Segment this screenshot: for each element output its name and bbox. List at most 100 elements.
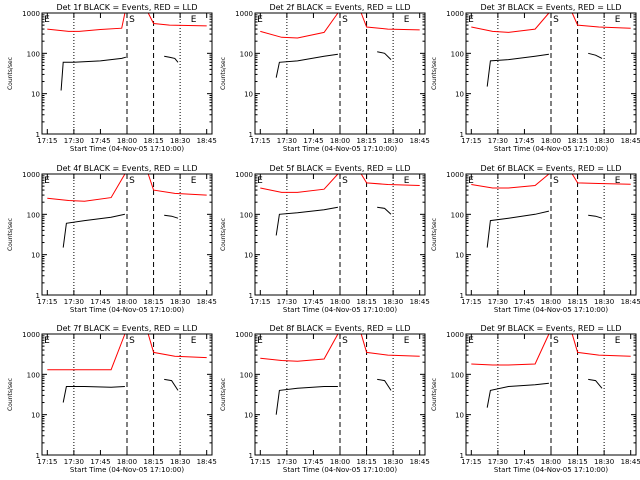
x-axis-label: Start Time (04-Nov-05 17:10:00) <box>283 306 397 314</box>
x-tick-label: 18:15 <box>356 137 376 145</box>
x-tick-label: 18:00 <box>330 458 350 466</box>
y-tick-label: 1000 <box>22 171 40 179</box>
lld-series-line <box>260 173 339 193</box>
marker-label: S <box>553 15 559 25</box>
panel-5: Det 5f BLACK = Events, RED = LLD Counts/s… <box>220 164 430 314</box>
y-tick-label: 1000 <box>446 171 464 179</box>
y-tick-label: 1 <box>460 292 464 300</box>
events-series-line <box>164 378 179 391</box>
x-tick-label: 17:45 <box>90 298 110 306</box>
marker-label: E <box>468 176 474 186</box>
x-tick-label: 18:15 <box>143 137 163 145</box>
x-tick-label: 18:00 <box>330 298 350 306</box>
marker-label: E <box>257 336 263 346</box>
y-tick-label: 1000 <box>446 331 464 339</box>
y-tick-label: 1000 <box>22 331 40 339</box>
y-tick-label: 1 <box>36 131 40 139</box>
panel-title: Det 3f BLACK = Events, RED = LLD <box>480 3 621 12</box>
x-tick-label: 18:15 <box>143 458 163 466</box>
y-axis-label: Counts/sec <box>220 218 227 251</box>
marker-label: E <box>44 15 50 25</box>
x-tick-label: 17:15 <box>250 298 270 306</box>
x-tick-label: 18:15 <box>143 298 163 306</box>
lld-series-line <box>260 12 339 39</box>
marker-label: E <box>404 15 410 25</box>
y-tick-label: 1000 <box>235 10 253 18</box>
lld-series-line <box>571 173 631 185</box>
x-tick-label: 18:30 <box>170 458 190 466</box>
x-tick-label: 17:45 <box>90 137 110 145</box>
marker-label: S <box>342 336 348 346</box>
x-tick-label: 18:30 <box>594 137 614 145</box>
marker-label: E <box>615 336 621 346</box>
panel-title: Det 8f BLACK = Events, RED = LLD <box>269 324 410 333</box>
marker-label: S <box>342 176 348 186</box>
panel-title: Det 6f BLACK = Events, RED = LLD <box>480 164 621 173</box>
x-tick-label: 17:45 <box>514 137 534 145</box>
events-series-line <box>588 378 603 389</box>
y-tick-label: 100 <box>451 211 464 219</box>
x-tick-label: 17:45 <box>303 298 323 306</box>
events-series-line <box>588 214 603 219</box>
x-tick-label: 18:00 <box>541 298 561 306</box>
panel-title: Det 2f BLACK = Events, RED = LLD <box>269 3 410 12</box>
panel-title: Det 9f BLACK = Events, RED = LLD <box>480 324 621 333</box>
lld-series-line <box>571 12 631 29</box>
x-tick-label: 18:30 <box>170 298 190 306</box>
x-tick-label: 17:30 <box>64 137 84 145</box>
y-tick-label: 1000 <box>22 10 40 18</box>
x-axis-label: Start Time (04-Nov-05 17:10:00) <box>70 145 184 153</box>
y-tick-label: 1000 <box>235 171 253 179</box>
events-series-line <box>486 53 549 87</box>
y-tick-label: 10 <box>244 252 253 260</box>
marker-label: E <box>468 15 474 25</box>
y-tick-label: 1 <box>460 452 464 460</box>
y-axis-label: Counts/sec <box>7 218 14 251</box>
y-tick-label: 10 <box>31 91 40 99</box>
x-tick-label: 18:00 <box>117 137 137 145</box>
y-tick-label: 10 <box>31 412 40 420</box>
y-axis-label: Counts/sec <box>7 57 14 90</box>
panel-title: Det 7f BLACK = Events, RED = LLD <box>56 324 197 333</box>
x-axis-label: Start Time (04-Nov-05 17:10:00) <box>70 306 184 314</box>
marker-label: S <box>553 336 559 346</box>
x-tick-label: 17:45 <box>303 137 323 145</box>
lld-series-line <box>260 333 339 362</box>
x-tick-label: 18:15 <box>356 458 376 466</box>
x-tick-label: 18:45 <box>410 458 430 466</box>
marker-label: E <box>191 176 197 186</box>
events-series-line <box>588 52 603 59</box>
events-series-line <box>62 213 126 248</box>
events-series-line <box>486 210 550 248</box>
panel-6: Det 6f BLACK = Events, RED = LLD Counts/s… <box>431 164 640 314</box>
x-tick-label: 17:45 <box>514 458 534 466</box>
x-axis-label: Start Time (04-Nov-05 17:10:00) <box>283 466 397 474</box>
x-tick-label: 18:15 <box>567 458 587 466</box>
y-tick-label: 1 <box>36 452 40 460</box>
y-axis-label: Counts/sec <box>220 378 227 411</box>
y-tick-label: 1 <box>249 452 253 460</box>
x-tick-label: 17:30 <box>64 458 84 466</box>
x-tick-label: 17:30 <box>277 458 297 466</box>
y-tick-label: 100 <box>27 371 40 379</box>
lld-series-line <box>471 12 550 33</box>
x-tick-label: 18:45 <box>197 137 217 145</box>
x-tick-label: 18:00 <box>117 298 137 306</box>
x-tick-label: 18:30 <box>170 137 190 145</box>
y-tick-label: 10 <box>455 412 464 420</box>
marker-label: E <box>404 176 410 186</box>
x-tick-label: 17:15 <box>37 137 57 145</box>
marker-label: E <box>44 176 50 186</box>
y-tick-label: 1 <box>36 292 40 300</box>
x-tick-label: 17:30 <box>488 458 508 466</box>
y-axis-label: Counts/sec <box>431 218 438 251</box>
events-series-line <box>486 382 549 408</box>
lld-series-line <box>47 333 126 371</box>
y-tick-label: 10 <box>455 91 464 99</box>
x-tick-label: 17:45 <box>514 298 534 306</box>
lld-series-line <box>47 173 126 202</box>
x-tick-label: 17:15 <box>461 458 481 466</box>
y-tick-label: 10 <box>31 252 40 260</box>
y-tick-label: 100 <box>240 371 253 379</box>
